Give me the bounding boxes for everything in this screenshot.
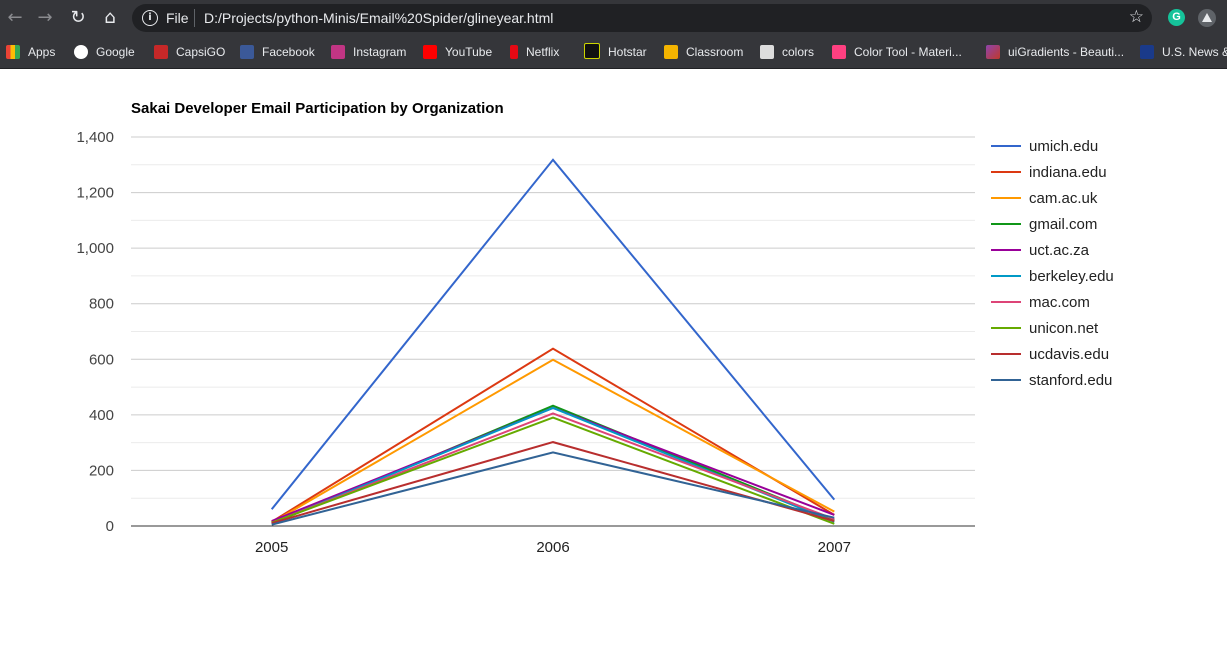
x-tick-label: 2006	[536, 539, 569, 556]
classroom-icon	[664, 45, 678, 59]
bookmark-uigradients[interactable]: uiGradients - Beauti...	[986, 43, 1124, 61]
bookmark-usnews[interactable]: U.S. News &	[1140, 43, 1227, 61]
bookmark-label: CapsiGO	[176, 45, 226, 59]
home-icon[interactable]: ⌂	[104, 7, 116, 28]
forward-icon[interactable]: →	[37, 7, 53, 28]
gridlines	[131, 136, 975, 527]
color-tool-icon	[832, 45, 846, 59]
divider	[194, 9, 195, 27]
bookmark-colors[interactable]: colors	[760, 43, 814, 61]
facebook-icon	[240, 45, 254, 59]
bookmark-label: Facebook	[262, 45, 315, 59]
youtube-icon	[423, 45, 437, 59]
bookmark-hotstar[interactable]: Hotstar	[584, 43, 647, 61]
y-tick-label: 800	[89, 296, 114, 313]
apps-icon	[6, 45, 20, 59]
y-tick-label: 1,200	[76, 185, 114, 202]
grammarly-icon[interactable]: G	[1168, 9, 1185, 26]
bookmark-label: Classroom	[686, 45, 744, 59]
bookmark-label: U.S. News &	[1162, 45, 1227, 59]
legend-label[interactable]: unicon.net	[1029, 320, 1099, 337]
bookmark-label: uiGradients - Beauti...	[1008, 45, 1125, 59]
bookmark-google[interactable]: Google	[74, 43, 135, 61]
x-tick-label: 2007	[818, 539, 851, 556]
legend-label[interactable]: stanford.edu	[1029, 372, 1112, 389]
series-line-unicon-net[interactable]	[271, 416, 835, 525]
usnews-icon	[1140, 45, 1154, 59]
bookmark-facebook[interactable]: Facebook	[240, 43, 315, 61]
bookmark-label: Apps	[28, 45, 56, 59]
y-tick-label: 0	[106, 518, 114, 535]
colors-icon	[760, 45, 774, 59]
bookmark-color-tool[interactable]: Color Tool - Materi...	[832, 43, 962, 61]
bookmark-label: Hotstar	[608, 45, 647, 59]
back-icon[interactable]: ←	[7, 7, 23, 28]
bookmark-youtube[interactable]: YouTube	[423, 43, 492, 61]
y-tick-label: 400	[89, 407, 114, 424]
bookmark-label: Instagram	[353, 45, 407, 59]
info-icon[interactable]: i	[142, 10, 158, 26]
hotstar-icon	[584, 43, 600, 59]
google-icon	[74, 45, 88, 59]
series-line-stanford-edu[interactable]	[271, 451, 835, 526]
bookmarks-bar: Apps Google CapsiGO Facebook Instagram Y…	[0, 36, 1227, 69]
reload-icon[interactable]: ↻	[70, 7, 86, 28]
legend-label[interactable]: umich.edu	[1029, 138, 1098, 155]
bookmark-label: Google	[96, 45, 135, 59]
page-content: Sakai Developer Email Participation by O…	[0, 69, 1227, 644]
uigradients-icon	[986, 45, 1000, 59]
x-axis-ticks: 2005 2006 2007	[255, 539, 851, 556]
bookmark-classroom[interactable]: Classroom	[664, 43, 743, 61]
series-line-cam-ac-uk[interactable]	[271, 358, 835, 524]
series-lines	[270, 158, 836, 526]
series-line-indiana-edu[interactable]	[271, 347, 835, 523]
bookmark-instagram[interactable]: Instagram	[331, 43, 406, 61]
chart-title: Sakai Developer Email Participation by O…	[131, 100, 504, 117]
bookmark-label: Netflix	[526, 45, 560, 59]
series-line-mac-com[interactable]	[271, 412, 835, 524]
instagram-icon	[331, 45, 345, 59]
legend-label[interactable]: berkeley.edu	[1029, 268, 1114, 285]
bookmark-label: YouTube	[445, 45, 493, 59]
bookmark-netflix[interactable]: Netflix	[510, 43, 559, 61]
capsigo-icon	[154, 45, 168, 59]
series-line-ucdavis-edu[interactable]	[271, 441, 835, 525]
legend-label[interactable]: indiana.edu	[1029, 164, 1107, 181]
drive-icon[interactable]	[1198, 9, 1216, 27]
legend-label[interactable]: cam.ac.uk	[1029, 190, 1098, 207]
star-icon[interactable]: ☆	[1128, 7, 1144, 27]
url-text[interactable]: D:/Projects/python-Minis/Email%20Spider/…	[204, 10, 554, 26]
series-line-umich-edu[interactable]	[270, 158, 836, 510]
legend-label[interactable]: uct.ac.za	[1029, 242, 1090, 259]
y-tick-label: 200	[89, 462, 114, 479]
legend-label[interactable]: gmail.com	[1029, 216, 1097, 233]
legend-label[interactable]: ucdavis.edu	[1029, 346, 1109, 363]
y-tick-label: 1,400	[76, 129, 114, 146]
bookmark-label: Color Tool - Materi...	[854, 45, 962, 59]
bookmark-capsigo[interactable]: CapsiGO	[154, 43, 225, 61]
browser-toolbar: ← → ↻ ⌂ i File D:/Projects/python-Minis/…	[0, 0, 1227, 36]
address-bar[interactable]: i File D:/Projects/python-Minis/Email%20…	[132, 4, 1152, 32]
legend-label[interactable]: mac.com	[1029, 294, 1090, 311]
x-tick-label: 2005	[255, 539, 288, 556]
y-tick-label: 1,000	[76, 240, 114, 257]
y-tick-label: 600	[89, 351, 114, 368]
y-axis-ticks: 0 200 400 600 800 1,000 1,200 1,400	[76, 129, 114, 535]
bookmark-apps[interactable]: Apps	[6, 43, 55, 61]
line-chart: Sakai Developer Email Participation by O…	[76, 100, 1114, 556]
netflix-icon	[510, 45, 518, 59]
bookmark-label: colors	[782, 45, 815, 59]
file-label: File	[166, 10, 189, 26]
legend: umich.edu indiana.edu cam.ac.uk gmail.com uc…	[991, 138, 1114, 389]
